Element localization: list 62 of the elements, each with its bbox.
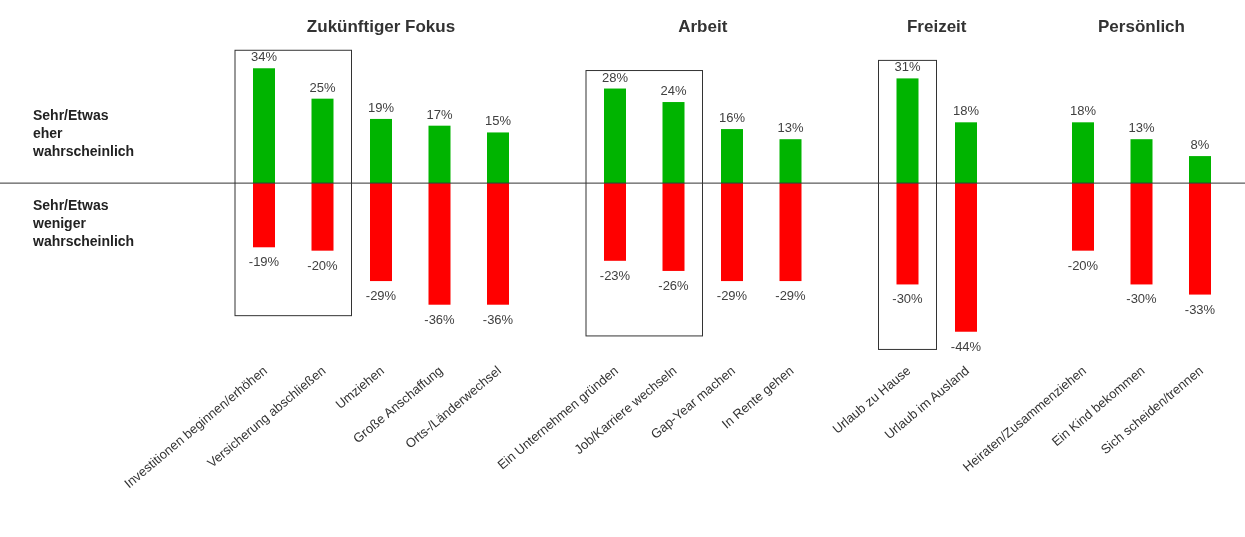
bar — [662, 183, 685, 271]
data-label: -36% — [424, 311, 456, 327]
bar — [721, 183, 743, 282]
data-label: 15% — [484, 113, 512, 129]
bar — [428, 125, 451, 184]
text: Sehr/Etwas weniger wahrscheinlich — [32, 197, 135, 250]
text: Arbeit — [678, 17, 728, 36]
bar — [1072, 122, 1094, 184]
text: Zukünftiger Fokus — [306, 17, 456, 36]
bar — [487, 183, 509, 305]
bar — [311, 98, 334, 184]
data-label: -29% — [716, 288, 748, 304]
data-label: -36% — [482, 311, 514, 327]
bar — [428, 183, 451, 305]
text: Freizeit — [906, 17, 967, 36]
data-label: 17% — [426, 106, 453, 122]
bar — [1130, 139, 1153, 184]
bar — [1189, 156, 1211, 184]
data-label: -33% — [1184, 301, 1216, 317]
text: Persönlich — [1098, 17, 1185, 36]
data-label: 18% — [952, 103, 980, 119]
bar — [1189, 183, 1211, 295]
data-label: 19% — [367, 99, 395, 115]
data-label: -30% — [1126, 291, 1158, 307]
bar — [1130, 183, 1153, 285]
bar — [896, 78, 919, 184]
bar — [604, 183, 626, 261]
data-label: 13% — [777, 120, 804, 136]
bar — [253, 68, 275, 184]
data-label: 8% — [1190, 137, 1210, 153]
bar — [721, 129, 743, 184]
bar — [370, 118, 392, 184]
bar — [662, 102, 685, 184]
bar — [370, 183, 392, 282]
data-label: -26% — [658, 277, 690, 293]
data-label: 24% — [660, 83, 687, 99]
bar — [487, 132, 509, 184]
bar — [253, 183, 275, 248]
text: Sehr/Etwas eher wahrscheinlich — [32, 107, 135, 160]
bar — [955, 183, 977, 332]
bar — [779, 183, 802, 282]
bar — [604, 88, 626, 184]
data-label: 28% — [601, 69, 629, 85]
data-label: -30% — [892, 291, 924, 307]
data-label: 31% — [894, 59, 921, 75]
data-label: 18% — [1069, 103, 1097, 119]
bar — [1072, 183, 1094, 251]
data-label: 13% — [1128, 120, 1155, 136]
bar — [896, 183, 919, 285]
data-label: 25% — [309, 79, 336, 95]
bar — [311, 183, 334, 251]
data-label: 16% — [718, 110, 746, 126]
data-label: -20% — [307, 257, 339, 273]
bar — [955, 122, 977, 184]
data-label: -44% — [950, 338, 982, 354]
bar — [779, 139, 802, 184]
data-label: -20% — [1067, 257, 1099, 273]
data-label: -23% — [599, 267, 631, 283]
data-label: 34% — [250, 49, 278, 65]
data-label: -19% — [248, 254, 280, 270]
data-label: -29% — [775, 288, 807, 304]
data-label: -29% — [365, 288, 397, 304]
